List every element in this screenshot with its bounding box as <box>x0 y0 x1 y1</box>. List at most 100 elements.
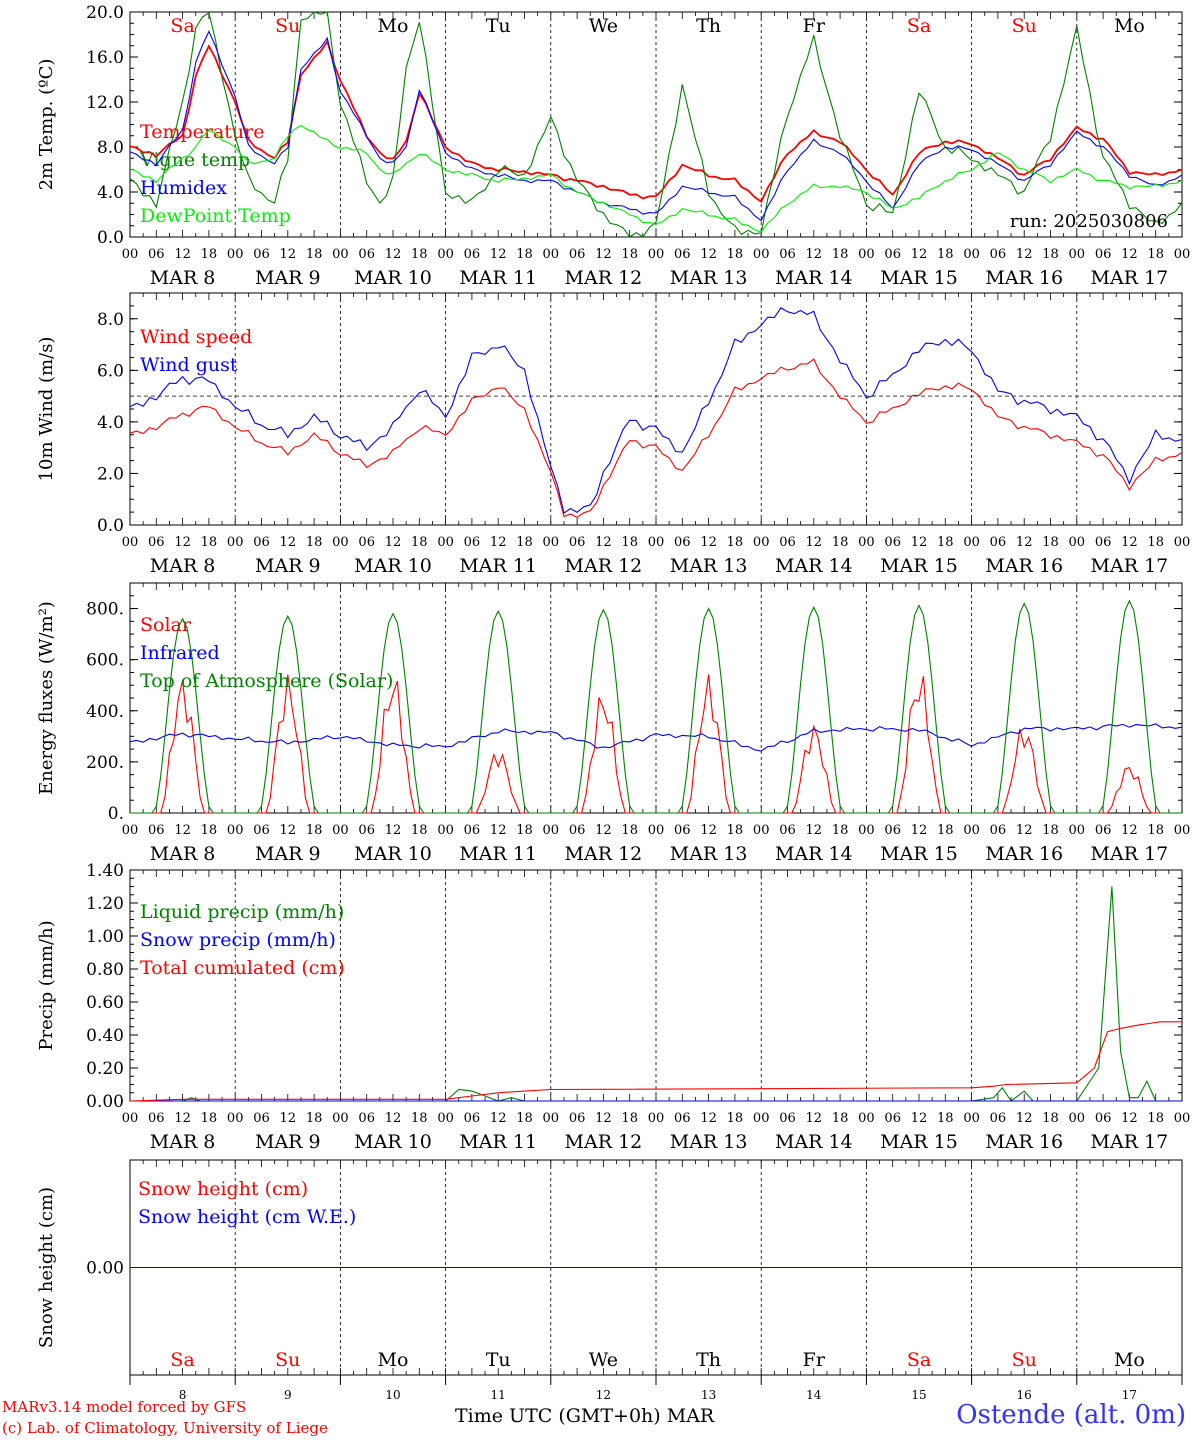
date-label: MAR 8 <box>150 843 216 865</box>
weekday-label: Fr <box>803 15 826 37</box>
hour-tick-label: 12 <box>595 823 612 838</box>
hour-tick-label: 18 <box>1042 247 1059 262</box>
y-tick-label: 0. <box>108 804 124 824</box>
hour-tick-label: 12 <box>595 1111 612 1126</box>
y-axis-label: 10m Wind (m/s) <box>36 337 57 482</box>
hour-tick-label: 18 <box>621 247 638 262</box>
hour-tick-label: 12 <box>385 247 402 262</box>
series-line-1-4 <box>129 124 1183 233</box>
hour-tick-label: 12 <box>280 247 297 262</box>
series-line-1-3 <box>129 30 1183 222</box>
hour-tick-label: 18 <box>516 1111 533 1126</box>
hour-tick-label: 00 <box>1174 1111 1191 1126</box>
x-axis-month: MAR <box>666 1405 715 1427</box>
hour-tick-label: 18 <box>727 247 744 262</box>
y-tick-label: 0.0 <box>97 516 124 536</box>
hour-tick-label: 18 <box>832 247 849 262</box>
weekday-label: Mo <box>378 1349 409 1371</box>
hour-tick-label: 00 <box>1174 535 1191 550</box>
hour-tick-label: 12 <box>1121 535 1138 550</box>
hour-tick-label: 18 <box>832 535 849 550</box>
date-label: MAR 14 <box>775 843 853 865</box>
x-axis-title-text: Time UTC (GMT+0h) <box>455 1405 661 1427</box>
hour-tick-label: 12 <box>1121 247 1138 262</box>
hour-tick-label: 00 <box>437 823 454 838</box>
hour-tick-label: 06 <box>358 247 375 262</box>
legend-entry: Liquid precip (mm/h) <box>140 901 344 923</box>
hour-tick-label: 00 <box>1069 1111 1086 1126</box>
weekday-label: Fr <box>803 1349 826 1371</box>
hour-tick-label: 06 <box>884 535 901 550</box>
station-name: Ostende (alt. 0m) <box>956 1400 1186 1430</box>
hour-tick-label: 18 <box>937 535 954 550</box>
hour-tick-label: 18 <box>516 247 533 262</box>
hour-tick-label: 12 <box>174 823 191 838</box>
hour-tick-label: 06 <box>1095 535 1112 550</box>
legend-entry: Top of Atmosphere (Solar) <box>140 670 393 692</box>
weekday-label: Th <box>696 15 721 37</box>
hour-tick-label: 18 <box>201 1111 218 1126</box>
date-label: MAR 12 <box>565 843 643 865</box>
hour-tick-label: 18 <box>937 247 954 262</box>
hour-tick-label: 12 <box>700 823 717 838</box>
hour-tick-label: 12 <box>1016 535 1033 550</box>
weekday-label: Sa <box>170 1349 194 1371</box>
panel-2: 0.0 2.0 4.0 6.0 8.0 10m Wind (m/s) Wind speed W… <box>36 292 1191 577</box>
hour-tick-label: 18 <box>306 535 323 550</box>
series-line-2-2 <box>129 307 1183 515</box>
day-number-label: 8 <box>179 1388 187 1402</box>
hour-tick-label: 12 <box>490 247 507 262</box>
y-tick-label: 12.0 <box>86 93 124 113</box>
date-label: MAR 13 <box>670 555 748 577</box>
date-label: MAR 14 <box>775 1131 853 1153</box>
panel-4: 0.00 0.20 0.40 0.60 0.80 1.00 1.20 1.40 Precip (… <box>36 861 1190 1153</box>
date-label: MAR 8 <box>150 555 216 577</box>
hour-tick-label: 00 <box>227 1111 244 1126</box>
hour-tick-label: 12 <box>806 535 823 550</box>
hour-tick-label: 12 <box>174 247 191 262</box>
hour-tick-label: 12 <box>595 535 612 550</box>
hour-tick-label: 18 <box>727 823 744 838</box>
date-label: MAR 11 <box>459 555 537 577</box>
hour-tick-label: 06 <box>990 823 1007 838</box>
weekday-label: Tu <box>486 1349 511 1371</box>
hour-tick-label: 12 <box>911 535 928 550</box>
hour-tick-label: 00 <box>753 247 770 262</box>
hour-tick-label: 18 <box>306 247 323 262</box>
y-tick-label: 8.0 <box>97 310 124 330</box>
hour-tick-label: 12 <box>1121 1111 1138 1126</box>
date-label: MAR 17 <box>1091 843 1169 865</box>
date-label: MAR 9 <box>255 555 321 577</box>
hour-tick-label: 06 <box>358 823 375 838</box>
hour-tick-label: 18 <box>411 823 428 838</box>
legend-entry: Snow precip (mm/h) <box>140 929 336 951</box>
hour-tick-label: 12 <box>280 535 297 550</box>
lab-credit: (c) Lab. of Climatology, University of L… <box>2 1419 328 1437</box>
day-number-label: 10 <box>385 1388 400 1402</box>
hour-tick-label: 06 <box>569 247 586 262</box>
legend-entry: DewPoint Temp <box>140 205 291 227</box>
hour-tick-label: 18 <box>1042 1111 1059 1126</box>
weekday-label: Su <box>275 15 300 37</box>
y-tick-label: 400. <box>86 702 124 722</box>
y-tick-label: 2.0 <box>97 464 124 484</box>
hour-tick-label: 06 <box>1095 247 1112 262</box>
hour-tick-label: 18 <box>1147 247 1164 262</box>
hour-tick-label: 12 <box>911 247 928 262</box>
date-label: MAR 17 <box>1091 267 1169 289</box>
date-label: MAR 15 <box>880 555 958 577</box>
legend-entry: Humidex <box>140 177 227 199</box>
date-label: MAR 15 <box>880 1131 958 1153</box>
hour-tick-label: 06 <box>990 1111 1007 1126</box>
hour-tick-label: 06 <box>1095 1111 1112 1126</box>
weekday-label: Mo <box>378 15 409 37</box>
series-line-1-2 <box>129 11 1183 238</box>
weekday-label: Sa <box>907 15 931 37</box>
hour-tick-label: 06 <box>1095 823 1112 838</box>
date-label: MAR 14 <box>775 555 853 577</box>
date-label: MAR 16 <box>985 1131 1063 1153</box>
day-number-label: 11 <box>491 1388 506 1402</box>
weekday-label: Tu <box>486 15 511 37</box>
date-label: MAR 17 <box>1091 555 1169 577</box>
